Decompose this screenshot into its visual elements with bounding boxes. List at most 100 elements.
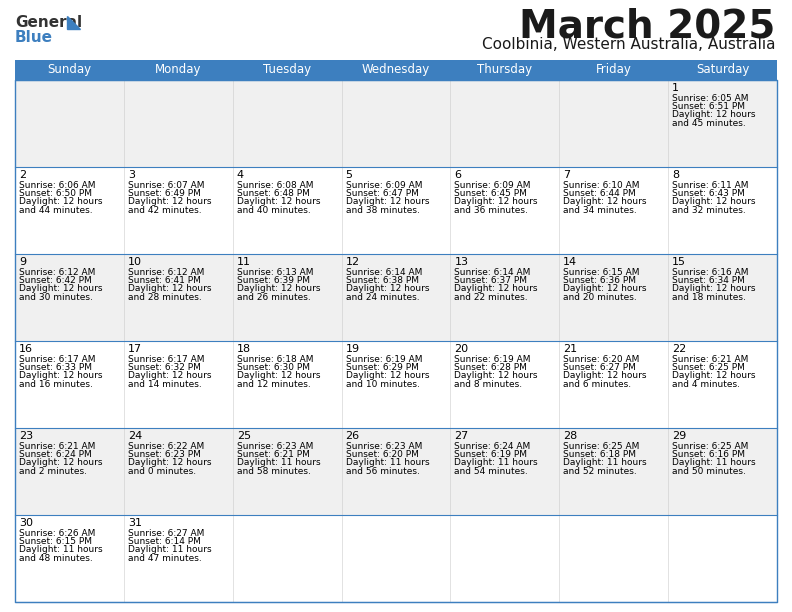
- Text: Coolbinia, Western Australia, Australia: Coolbinia, Western Australia, Australia: [482, 37, 775, 52]
- Text: Daylight: 12 hours: Daylight: 12 hours: [19, 371, 102, 381]
- Text: Blue: Blue: [15, 30, 53, 45]
- Text: and 32 minutes.: and 32 minutes.: [672, 206, 746, 215]
- Text: Sunset: 6:21 PM: Sunset: 6:21 PM: [237, 450, 310, 459]
- Text: Sunrise: 6:06 AM: Sunrise: 6:06 AM: [19, 181, 96, 190]
- Text: General: General: [15, 15, 82, 30]
- Text: 8: 8: [672, 170, 680, 180]
- Text: Daylight: 12 hours: Daylight: 12 hours: [19, 198, 102, 206]
- Text: Sunset: 6:37 PM: Sunset: 6:37 PM: [455, 276, 527, 285]
- Text: Sunday: Sunday: [48, 64, 92, 76]
- Text: 30: 30: [19, 518, 33, 528]
- Text: Daylight: 11 hours: Daylight: 11 hours: [128, 545, 211, 554]
- Text: Sunrise: 6:07 AM: Sunrise: 6:07 AM: [128, 181, 204, 190]
- Text: and 34 minutes.: and 34 minutes.: [563, 206, 637, 215]
- Text: Daylight: 12 hours: Daylight: 12 hours: [19, 285, 102, 293]
- Text: 9: 9: [19, 257, 26, 267]
- Text: Sunrise: 6:09 AM: Sunrise: 6:09 AM: [345, 181, 422, 190]
- Text: and 24 minutes.: and 24 minutes.: [345, 293, 419, 302]
- Text: 15: 15: [672, 257, 686, 267]
- Text: Daylight: 12 hours: Daylight: 12 hours: [563, 371, 647, 381]
- Text: and 2 minutes.: and 2 minutes.: [19, 466, 87, 476]
- Text: and 12 minutes.: and 12 minutes.: [237, 379, 310, 389]
- Text: and 20 minutes.: and 20 minutes.: [563, 293, 637, 302]
- Text: Wednesday: Wednesday: [362, 64, 430, 76]
- Bar: [15, 80, 777, 167]
- Text: Sunrise: 6:23 AM: Sunrise: 6:23 AM: [345, 442, 422, 451]
- Text: Sunset: 6:25 PM: Sunset: 6:25 PM: [672, 363, 745, 372]
- Text: Sunset: 6:48 PM: Sunset: 6:48 PM: [237, 189, 310, 198]
- Text: Daylight: 12 hours: Daylight: 12 hours: [563, 198, 647, 206]
- Text: Daylight: 12 hours: Daylight: 12 hours: [455, 371, 538, 381]
- Text: 25: 25: [237, 431, 251, 441]
- Bar: [15, 428, 777, 515]
- Text: Sunset: 6:50 PM: Sunset: 6:50 PM: [19, 189, 92, 198]
- Text: 18: 18: [237, 344, 251, 354]
- Text: Daylight: 12 hours: Daylight: 12 hours: [237, 285, 320, 293]
- Text: and 47 minutes.: and 47 minutes.: [128, 554, 202, 562]
- Text: and 14 minutes.: and 14 minutes.: [128, 379, 202, 389]
- Text: Sunset: 6:14 PM: Sunset: 6:14 PM: [128, 537, 200, 546]
- Text: Daylight: 12 hours: Daylight: 12 hours: [345, 371, 429, 381]
- Bar: [15, 341, 777, 428]
- Text: Sunrise: 6:10 AM: Sunrise: 6:10 AM: [563, 181, 640, 190]
- Text: Daylight: 11 hours: Daylight: 11 hours: [563, 458, 647, 468]
- Text: Sunrise: 6:16 AM: Sunrise: 6:16 AM: [672, 268, 748, 277]
- Text: Sunrise: 6:12 AM: Sunrise: 6:12 AM: [19, 268, 95, 277]
- Text: and 54 minutes.: and 54 minutes.: [455, 466, 528, 476]
- Text: 3: 3: [128, 170, 135, 180]
- Text: Sunset: 6:42 PM: Sunset: 6:42 PM: [19, 276, 92, 285]
- Text: Sunset: 6:27 PM: Sunset: 6:27 PM: [563, 363, 636, 372]
- Text: Sunrise: 6:17 AM: Sunrise: 6:17 AM: [19, 355, 96, 364]
- Text: Daylight: 12 hours: Daylight: 12 hours: [237, 198, 320, 206]
- Text: Sunrise: 6:12 AM: Sunrise: 6:12 AM: [128, 268, 204, 277]
- Text: Friday: Friday: [596, 64, 632, 76]
- Text: and 52 minutes.: and 52 minutes.: [563, 466, 637, 476]
- Text: Sunset: 6:38 PM: Sunset: 6:38 PM: [345, 276, 418, 285]
- Text: Sunset: 6:29 PM: Sunset: 6:29 PM: [345, 363, 418, 372]
- Text: Daylight: 12 hours: Daylight: 12 hours: [672, 110, 756, 119]
- Text: and 28 minutes.: and 28 minutes.: [128, 293, 202, 302]
- Text: Daylight: 11 hours: Daylight: 11 hours: [672, 458, 756, 468]
- Text: 5: 5: [345, 170, 352, 180]
- Text: and 6 minutes.: and 6 minutes.: [563, 379, 631, 389]
- Text: 16: 16: [19, 344, 33, 354]
- Text: 1: 1: [672, 83, 680, 93]
- Bar: [15, 60, 777, 80]
- Text: Monday: Monday: [155, 64, 201, 76]
- Bar: [15, 254, 777, 341]
- Text: Sunset: 6:39 PM: Sunset: 6:39 PM: [237, 276, 310, 285]
- Text: and 38 minutes.: and 38 minutes.: [345, 206, 420, 215]
- Text: Daylight: 12 hours: Daylight: 12 hours: [345, 198, 429, 206]
- Text: Daylight: 12 hours: Daylight: 12 hours: [672, 198, 756, 206]
- Text: and 44 minutes.: and 44 minutes.: [19, 206, 93, 215]
- Text: Sunset: 6:36 PM: Sunset: 6:36 PM: [563, 276, 636, 285]
- Text: Sunrise: 6:09 AM: Sunrise: 6:09 AM: [455, 181, 531, 190]
- Text: 2: 2: [19, 170, 26, 180]
- Text: Daylight: 12 hours: Daylight: 12 hours: [455, 285, 538, 293]
- Text: Daylight: 12 hours: Daylight: 12 hours: [672, 371, 756, 381]
- Text: 27: 27: [455, 431, 469, 441]
- Text: Sunset: 6:32 PM: Sunset: 6:32 PM: [128, 363, 200, 372]
- Text: and 42 minutes.: and 42 minutes.: [128, 206, 201, 215]
- Text: Sunrise: 6:13 AM: Sunrise: 6:13 AM: [237, 268, 313, 277]
- Text: 17: 17: [128, 344, 142, 354]
- Text: and 30 minutes.: and 30 minutes.: [19, 293, 93, 302]
- Text: Sunset: 6:51 PM: Sunset: 6:51 PM: [672, 102, 745, 111]
- Text: 13: 13: [455, 257, 468, 267]
- Text: Sunrise: 6:18 AM: Sunrise: 6:18 AM: [237, 355, 313, 364]
- Text: and 22 minutes.: and 22 minutes.: [455, 293, 528, 302]
- Text: and 50 minutes.: and 50 minutes.: [672, 466, 746, 476]
- Text: and 58 minutes.: and 58 minutes.: [237, 466, 310, 476]
- Text: Sunrise: 6:15 AM: Sunrise: 6:15 AM: [563, 268, 640, 277]
- Text: Tuesday: Tuesday: [263, 64, 311, 76]
- Text: and 56 minutes.: and 56 minutes.: [345, 466, 420, 476]
- Text: Sunrise: 6:20 AM: Sunrise: 6:20 AM: [563, 355, 640, 364]
- Text: Sunrise: 6:25 AM: Sunrise: 6:25 AM: [672, 442, 748, 451]
- Text: Sunrise: 6:26 AM: Sunrise: 6:26 AM: [19, 529, 95, 538]
- Text: Sunset: 6:33 PM: Sunset: 6:33 PM: [19, 363, 92, 372]
- Text: 21: 21: [563, 344, 577, 354]
- Text: and 45 minutes.: and 45 minutes.: [672, 119, 746, 127]
- Bar: [15, 515, 777, 602]
- Text: Sunset: 6:20 PM: Sunset: 6:20 PM: [345, 450, 418, 459]
- Polygon shape: [67, 16, 80, 29]
